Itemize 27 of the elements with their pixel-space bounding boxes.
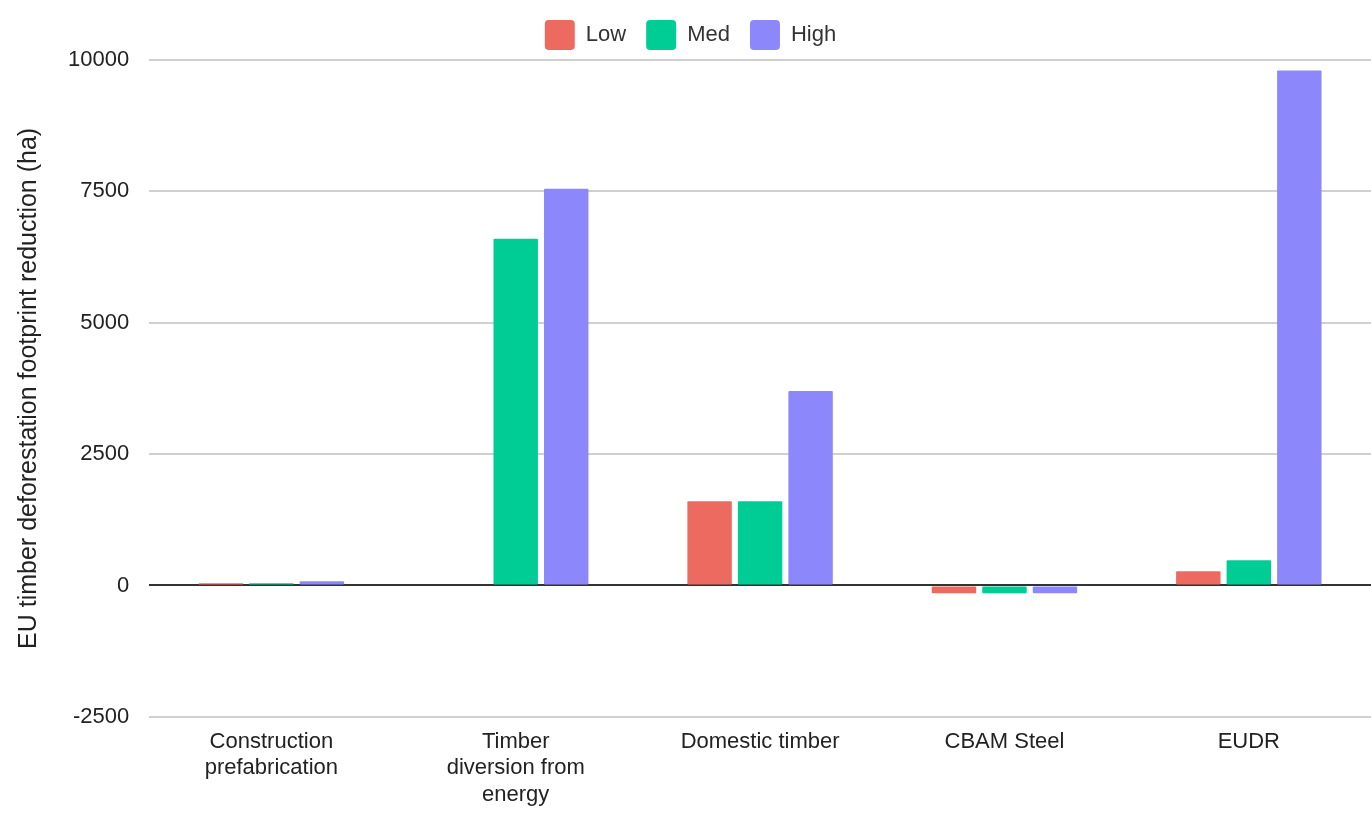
y-tick-label: 5000 [80, 308, 130, 334]
y-tick-label: 7500 [80, 177, 130, 203]
bar [788, 391, 833, 585]
bar [299, 581, 345, 585]
y-axis-title: EU timber deforestation footprint reduction (ha) [12, 127, 41, 649]
legend-label: Low [585, 21, 627, 47]
x-tick-label: Domestic timber [680, 728, 840, 754]
bar [544, 188, 589, 585]
bar [931, 586, 977, 594]
bar [1226, 560, 1272, 585]
legend-label: High [790, 21, 837, 47]
legend-label: Med [687, 21, 730, 47]
bar [493, 238, 538, 585]
bar [982, 586, 1027, 594]
x-tick-label: CBAM Steel [944, 728, 1065, 754]
bar [1176, 571, 1221, 585]
bar [687, 501, 732, 585]
y-tick-label: 10000 [67, 46, 130, 72]
y-tick-label: 0 [116, 571, 130, 597]
x-tick-label: Construction prefabrication [204, 728, 339, 780]
bar [1032, 586, 1078, 594]
bar [737, 501, 783, 585]
x-tick-label: Timber diversion from energy [446, 728, 585, 806]
x-tick-label: EUDR [1217, 728, 1280, 754]
y-tick-label: -2500 [72, 702, 130, 728]
bar [1277, 70, 1322, 585]
y-tick-label: 2500 [80, 440, 130, 466]
